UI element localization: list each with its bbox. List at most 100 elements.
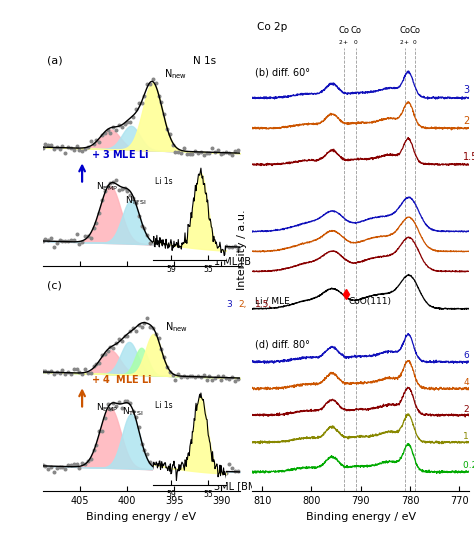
Point <box>197 241 205 250</box>
Point <box>186 465 193 474</box>
Point <box>180 372 188 381</box>
Point <box>101 350 109 358</box>
Point <box>203 469 210 477</box>
Point <box>149 459 156 468</box>
Point <box>92 219 100 227</box>
Point <box>203 149 210 158</box>
Point <box>141 446 148 454</box>
Point <box>172 375 179 384</box>
Point <box>109 343 117 352</box>
Point <box>112 339 120 347</box>
Text: Co
$_{2+}$: Co $_{2+}$ <box>338 26 349 47</box>
Point <box>174 148 182 156</box>
Point <box>214 468 222 476</box>
Point <box>127 190 134 199</box>
Point <box>211 148 219 156</box>
Point <box>157 97 165 106</box>
Point <box>73 230 81 238</box>
Point <box>160 237 168 245</box>
Text: 1.5,: 1.5, <box>255 300 272 309</box>
Point <box>220 148 228 157</box>
Point <box>75 239 83 248</box>
Point <box>206 372 213 381</box>
Point <box>42 462 49 470</box>
Point <box>124 332 131 341</box>
Point <box>197 372 205 381</box>
Point <box>166 239 173 248</box>
Text: (a): (a) <box>47 56 63 65</box>
Point <box>62 370 69 378</box>
Point <box>78 370 86 379</box>
Point <box>141 318 148 327</box>
Point <box>90 362 97 371</box>
Point <box>104 126 111 135</box>
Text: N$_{\rm BMP}$: N$_{\rm BMP}$ <box>96 402 118 414</box>
Point <box>59 237 66 246</box>
Point <box>53 239 61 247</box>
Point <box>90 446 97 454</box>
Point <box>104 347 111 355</box>
Point <box>138 440 146 449</box>
Point <box>194 372 202 381</box>
Text: N$_{\rm TFSI}$: N$_{\rm TFSI}$ <box>125 194 147 207</box>
Point <box>152 78 159 87</box>
Point <box>101 414 109 422</box>
Point <box>169 241 176 250</box>
Point <box>104 182 111 191</box>
Point <box>149 75 156 84</box>
Point <box>174 370 182 378</box>
Point <box>222 469 230 477</box>
X-axis label: Binding energy / eV: Binding energy / eV <box>86 512 196 522</box>
Point <box>203 375 210 384</box>
Text: CoO(111): CoO(111) <box>348 297 392 307</box>
Point <box>115 398 123 406</box>
Point <box>75 146 83 155</box>
Point <box>56 368 64 377</box>
Point <box>206 148 213 157</box>
Point <box>228 464 236 472</box>
Point <box>141 224 148 232</box>
Point <box>157 465 165 474</box>
Point <box>109 123 117 132</box>
Point <box>75 464 83 472</box>
Text: 2: 2 <box>464 116 470 126</box>
Point <box>163 240 171 249</box>
Point <box>118 123 126 131</box>
Text: 1 ML [BMP][TFSI]: 1 ML [BMP][TFSI] <box>214 256 297 266</box>
Point <box>101 129 109 137</box>
Point <box>194 467 202 476</box>
Point <box>39 237 46 246</box>
Point <box>225 243 233 252</box>
Point <box>56 463 64 472</box>
Point <box>132 413 140 421</box>
Point <box>70 146 78 154</box>
Point <box>129 194 137 202</box>
Point <box>228 243 236 252</box>
Point <box>146 80 154 89</box>
Point <box>225 375 233 383</box>
Point <box>47 367 55 375</box>
Point <box>180 239 188 248</box>
Text: N$_{\rm new}$: N$_{\rm new}$ <box>165 320 188 334</box>
Point <box>50 468 58 476</box>
Point <box>132 105 140 113</box>
Point <box>129 112 137 121</box>
Point <box>220 467 228 476</box>
Point <box>144 80 151 89</box>
Point <box>73 142 81 150</box>
Point <box>180 144 188 152</box>
Point <box>138 222 146 230</box>
Point <box>186 372 193 380</box>
Point <box>169 466 176 475</box>
Point <box>186 150 193 159</box>
Point <box>50 243 58 252</box>
Point <box>166 130 173 138</box>
Point <box>92 360 100 368</box>
X-axis label: Binding energy / eV: Binding energy / eV <box>306 512 416 522</box>
Point <box>98 351 106 359</box>
Point <box>84 143 91 151</box>
Point <box>107 343 114 352</box>
Point <box>141 91 148 100</box>
Point <box>121 397 128 405</box>
Point <box>121 184 128 192</box>
